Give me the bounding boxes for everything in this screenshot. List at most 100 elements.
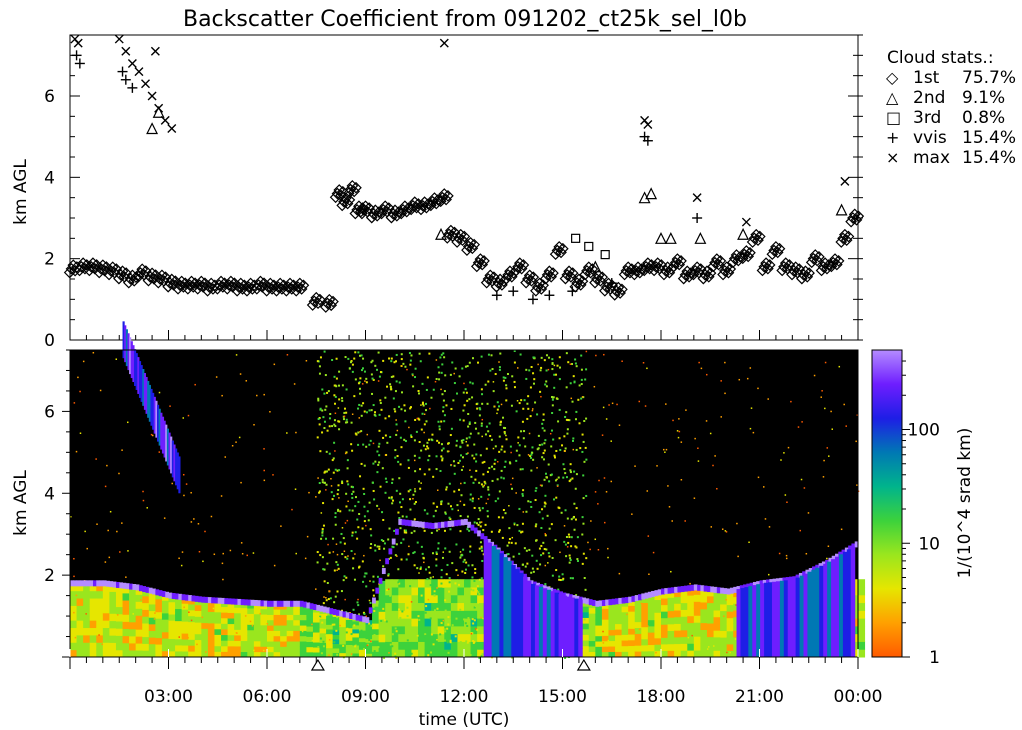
first-cloud-marker <box>462 240 475 253</box>
precip-streak <box>736 589 741 657</box>
backscatter-cell <box>647 619 655 627</box>
cloud-layer-cell <box>769 579 774 586</box>
backscatter-cell <box>687 615 695 624</box>
noise-dot <box>540 526 543 529</box>
noise-dot <box>466 624 469 627</box>
backscatter-cell <box>654 637 662 645</box>
first-cloud-marker <box>584 266 597 279</box>
first-cloud-marker <box>710 253 723 265</box>
noise-dot <box>337 508 340 511</box>
first-cloud-marker <box>338 195 350 208</box>
backscatter-cell <box>240 640 248 647</box>
noise-dot <box>378 375 381 378</box>
noise-dot <box>396 429 399 432</box>
backscatter-cell <box>299 651 307 658</box>
noise-dot <box>480 521 483 523</box>
noise-dot <box>582 440 585 443</box>
noise-dot <box>665 403 667 405</box>
noise-dot <box>462 438 465 441</box>
backscatter-cell <box>312 622 321 628</box>
noise-dot <box>413 518 416 521</box>
noise-dot <box>468 361 471 364</box>
first-cloud-marker <box>270 284 283 297</box>
x-tick-label: 06:00 <box>243 687 292 707</box>
first-cloud-marker <box>470 260 483 273</box>
backscatter-cell <box>582 628 590 635</box>
backscatter-cell <box>293 646 301 653</box>
backscatter-cell <box>628 634 636 641</box>
noise-dot <box>421 382 424 385</box>
noise-dot <box>471 500 474 503</box>
backscatter-cell <box>411 649 419 658</box>
noise-dot <box>543 429 546 432</box>
backscatter-cell <box>148 597 156 605</box>
noise-dot <box>321 478 324 481</box>
first-cloud-marker <box>420 201 433 214</box>
noise-dot <box>435 564 438 567</box>
first-cloud-marker <box>592 269 605 282</box>
backscatter-cell <box>201 628 209 635</box>
high-cloud-cell <box>163 420 166 458</box>
noise-dot <box>473 641 476 644</box>
first-cloud-marker <box>461 244 473 256</box>
noise-dot <box>360 430 363 433</box>
first-cloud-marker <box>173 279 186 291</box>
noise-dot <box>526 562 529 565</box>
backscatter-cell <box>168 638 176 646</box>
backscatter-cell <box>647 644 655 652</box>
first-cloud-marker <box>796 272 808 285</box>
precip-streak <box>511 564 516 657</box>
cloud-layer-cell <box>634 595 639 602</box>
noise-dot <box>322 416 325 419</box>
noise-dot <box>638 400 641 403</box>
backscatter-cell <box>70 627 78 636</box>
backscatter-cell <box>615 629 623 636</box>
noise-dot <box>455 608 458 611</box>
noise-dot <box>286 432 288 434</box>
backscatter-cell <box>641 596 649 603</box>
noise-dot <box>505 438 508 441</box>
noise-dot <box>362 402 365 405</box>
backscatter-cell <box>713 616 721 624</box>
first-cloud-marker <box>492 277 505 289</box>
noise-dot <box>610 480 613 483</box>
noise-dot <box>395 630 398 633</box>
noise-dot <box>366 644 369 647</box>
noise-dot <box>503 450 506 453</box>
noise-dot <box>377 463 380 466</box>
backscatter-cell <box>588 640 596 647</box>
noise-dot <box>500 476 503 479</box>
noise-dot <box>376 368 379 371</box>
noise-dot <box>115 358 118 360</box>
noise-dot <box>486 510 489 513</box>
noise-dot <box>807 512 810 514</box>
noise-dot <box>280 525 282 527</box>
backscatter-cell <box>129 635 137 644</box>
backscatter-cell <box>418 625 426 635</box>
noise-dot <box>341 399 344 402</box>
noise-dot <box>354 378 357 381</box>
backscatter-cell <box>674 596 682 604</box>
cloud-layer-cell <box>411 520 416 527</box>
noise-dot <box>77 376 79 379</box>
backscatter-cell <box>312 627 321 633</box>
first-cloud-marker <box>616 283 628 296</box>
vvis-marker <box>117 66 128 77</box>
backscatter-cell <box>89 612 97 621</box>
first-cloud-marker <box>512 260 524 273</box>
noise-dot <box>500 469 503 472</box>
colorbar-scale <box>871 349 903 658</box>
first-cloud-marker <box>539 272 552 285</box>
noise-dot <box>429 576 432 579</box>
colorbar-tick-label: 1 <box>929 648 940 668</box>
backscatter-cell <box>693 615 701 623</box>
noise-dot <box>442 604 445 607</box>
noise-dot <box>368 638 371 641</box>
noise-dot <box>333 394 336 397</box>
noise-dot <box>353 395 356 398</box>
backscatter-cell <box>115 635 124 644</box>
noise-dot <box>459 641 462 644</box>
noise-dot <box>680 441 683 443</box>
noise-dot <box>394 607 397 610</box>
noise-dot <box>726 651 728 654</box>
